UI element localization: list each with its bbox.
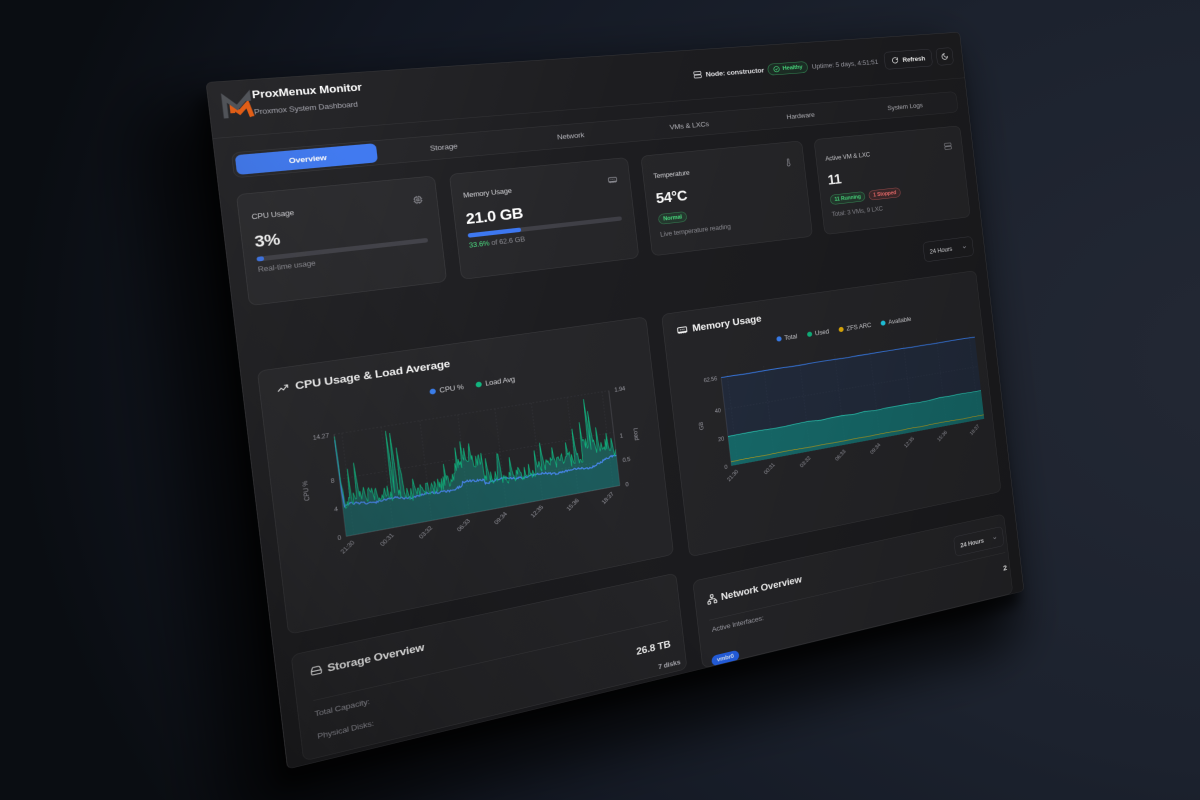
svg-text:0: 0 bbox=[337, 535, 342, 542]
svg-text:20: 20 bbox=[718, 436, 725, 443]
svg-text:8: 8 bbox=[330, 478, 335, 485]
svg-text:03:32: 03:32 bbox=[799, 455, 812, 468]
svg-text:0.5: 0.5 bbox=[622, 457, 631, 464]
svg-text:4: 4 bbox=[334, 507, 339, 514]
svg-text:1.94: 1.94 bbox=[614, 386, 626, 393]
svg-text:0: 0 bbox=[724, 465, 728, 471]
svg-text:21:30: 21:30 bbox=[340, 540, 357, 555]
svg-text:14.27: 14.27 bbox=[312, 433, 329, 442]
svg-text:15:36: 15:36 bbox=[566, 498, 581, 512]
svg-text:09:34: 09:34 bbox=[493, 511, 508, 526]
svg-text:18:37: 18:37 bbox=[601, 491, 615, 505]
svg-text:CPU %: CPU % bbox=[300, 480, 311, 502]
svg-text:09:34: 09:34 bbox=[870, 442, 882, 455]
svg-text:15:36: 15:36 bbox=[937, 430, 949, 443]
svg-text:0: 0 bbox=[625, 482, 629, 488]
svg-text:03:32: 03:32 bbox=[418, 525, 434, 540]
svg-text:62.56: 62.56 bbox=[704, 376, 718, 384]
svg-text:00:31: 00:31 bbox=[379, 532, 395, 547]
svg-text:40: 40 bbox=[715, 408, 722, 415]
svg-text:06:33: 06:33 bbox=[456, 518, 472, 533]
svg-text:06:33: 06:33 bbox=[834, 449, 847, 462]
svg-text:21:30: 21:30 bbox=[726, 469, 739, 483]
svg-text:12:35: 12:35 bbox=[530, 504, 545, 519]
svg-text:18:37: 18:37 bbox=[969, 424, 981, 437]
svg-text:00:31: 00:31 bbox=[763, 462, 776, 476]
svg-text:1: 1 bbox=[620, 433, 624, 439]
svg-text:12:35: 12:35 bbox=[903, 436, 915, 449]
svg-text:GB: GB bbox=[697, 421, 705, 430]
svg-text:Load: Load bbox=[632, 427, 641, 441]
